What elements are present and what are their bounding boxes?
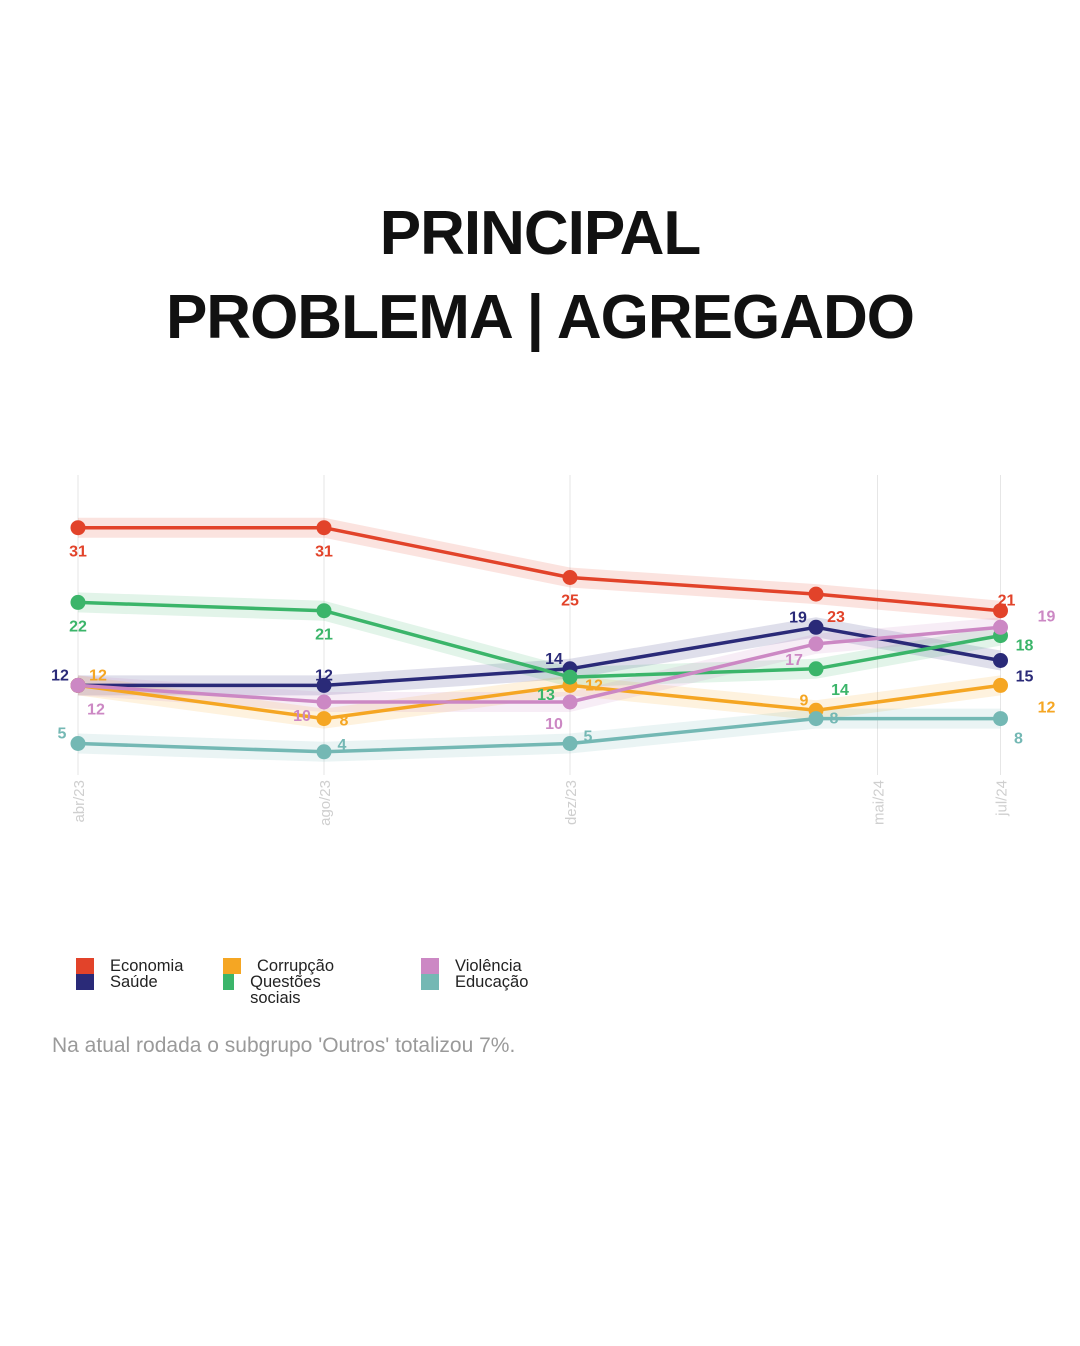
legend-label: Educação	[455, 973, 529, 991]
data-point	[70, 736, 86, 751]
data-label: 8	[1014, 731, 1023, 748]
data-point	[562, 736, 578, 751]
data-point	[808, 636, 824, 652]
data-point	[808, 619, 824, 635]
legend-label: Economia	[110, 957, 184, 975]
data-label: 12	[585, 677, 603, 694]
data-point	[993, 653, 1008, 668]
legend-swatch	[223, 958, 241, 974]
data-point	[70, 520, 86, 536]
data-label: 12	[51, 667, 69, 684]
data-label: 15	[1016, 669, 1034, 686]
data-point	[993, 677, 1008, 693]
data-label: 18	[1016, 638, 1034, 655]
x-tick-label: jul/24	[994, 780, 1011, 817]
legend-label: Corrupção	[257, 957, 335, 975]
data-label: 12	[87, 701, 105, 718]
data-label: 21	[315, 627, 333, 644]
data-label: 22	[69, 618, 87, 635]
data-label: 9	[800, 692, 809, 709]
x-tick-label: mai/24	[871, 780, 888, 825]
confidence-band-4	[78, 617, 1001, 712]
legend-item: Economia	[76, 958, 183, 974]
data-label: 4	[338, 737, 347, 754]
data-point	[316, 677, 332, 693]
data-label: 31	[315, 544, 333, 561]
legend-swatch	[76, 974, 94, 990]
legend-item: Educação	[421, 974, 528, 990]
data-point	[562, 669, 578, 685]
data-label: 21	[998, 593, 1016, 610]
legend-item: Violência	[421, 958, 522, 974]
data-point	[993, 603, 1008, 619]
legend-label: Violência	[455, 957, 522, 975]
confidence-band-3	[78, 592, 1001, 688]
data-point	[808, 711, 824, 727]
data-label: 8	[830, 711, 839, 728]
legend-swatch	[421, 974, 439, 990]
legend-item: Questões sociais	[223, 974, 328, 1006]
chart-title: PRINCIPAL PROBLEMA | AGREGADO	[0, 192, 1080, 360]
data-label: 23	[827, 609, 845, 626]
data-label: 8	[340, 713, 349, 730]
data-label: 25	[561, 593, 579, 610]
data-point	[808, 586, 824, 602]
data-label: 13	[537, 687, 555, 704]
data-point	[316, 744, 332, 760]
confidence-band-0	[78, 517, 1001, 621]
x-tick-label: abr/23	[71, 780, 88, 823]
data-point	[316, 694, 332, 710]
legend-swatch	[76, 958, 94, 974]
legend-item: Corrupção	[223, 958, 334, 974]
data-label: 10	[293, 708, 311, 725]
data-point	[562, 694, 578, 710]
data-label: 19	[789, 609, 807, 626]
data-label: 12	[315, 667, 333, 684]
data-point	[316, 520, 332, 536]
legend-label: Questões sociais	[250, 973, 321, 1007]
data-label: 14	[831, 682, 849, 699]
data-point	[808, 661, 824, 677]
legend-label: Saúde	[110, 973, 158, 991]
title-line-1: PRINCIPAL	[379, 199, 702, 268]
data-point	[70, 677, 86, 693]
confidence-band-5	[78, 708, 1001, 762]
data-point	[70, 594, 86, 610]
data-point	[993, 619, 1008, 635]
data-label: 12	[89, 667, 107, 684]
title-line-2: PROBLEMA | AGREGADO	[165, 283, 915, 352]
data-label: 14	[545, 651, 563, 668]
data-point	[316, 603, 332, 619]
x-tick-label: ago/23	[317, 780, 334, 826]
legend-swatch	[421, 958, 439, 974]
data-label: 10	[545, 716, 563, 733]
data-label: 19	[1038, 608, 1056, 625]
data-label: 31	[69, 544, 87, 561]
x-tick-label: dez/23	[563, 780, 580, 825]
data-label: 5	[584, 729, 593, 746]
footnote: Na atual rodada o subgrupo 'Outros' tota…	[52, 1034, 516, 1057]
data-label: 12	[1038, 699, 1056, 716]
data-point	[562, 570, 578, 585]
data-label: 17	[785, 652, 803, 669]
data-point	[993, 711, 1008, 727]
data-label: 5	[58, 726, 67, 743]
legend-item: Saúde	[76, 974, 158, 990]
legend-swatch	[223, 974, 235, 990]
data-point	[316, 711, 332, 727]
